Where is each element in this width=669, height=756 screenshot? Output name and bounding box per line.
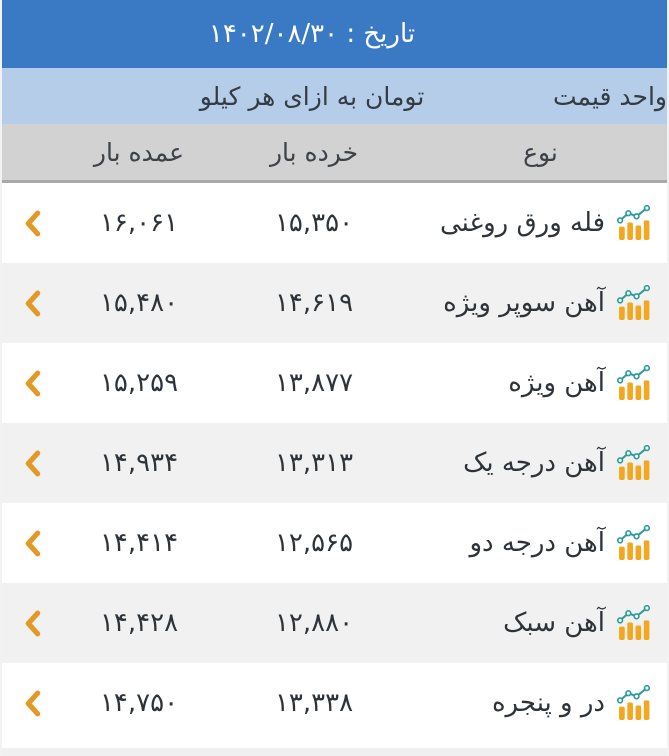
chevron-left-icon[interactable] xyxy=(2,689,64,718)
item-name: آهن سبک xyxy=(503,608,605,638)
unit-bar: واحد قیمت تومان به ازای هر کیلو xyxy=(2,68,667,124)
chevron-left-icon[interactable] xyxy=(2,529,64,558)
next-row-peek xyxy=(2,748,667,756)
item-name-cell: آهن ویژه xyxy=(414,364,667,402)
retail-price: ۱۳,۸۷۷ xyxy=(274,368,354,398)
column-header-wholesale: عمده بار xyxy=(93,137,185,167)
item-name: آهن درجه یک xyxy=(463,448,605,478)
chevron-left-icon[interactable] xyxy=(2,289,64,318)
wholesale-price: ۱۴,۴۱۴ xyxy=(99,528,179,558)
unit-value: تومان به ازای هر کیلو xyxy=(199,81,425,111)
chevron-left-icon[interactable] xyxy=(2,609,64,638)
retail-price: ۱۵,۳۵۰ xyxy=(274,208,354,238)
item-name: آهن درجه دو xyxy=(469,528,605,558)
price-table-body: فله ورق روغنی ۱۵,۳۵۰ ۱۶,۰۶۱ آهن سوپر ویژ… xyxy=(2,183,667,743)
item-name-cell: آهن سبک xyxy=(414,604,667,642)
table-row[interactable]: در و پنجره ۱۳,۳۳۸ ۱۴,۷۵۰ xyxy=(2,663,667,743)
item-name: آهن ویژه xyxy=(508,368,605,398)
column-header-retail: خرده بار xyxy=(269,137,359,167)
item-name-cell: آهن درجه یک xyxy=(414,444,667,482)
chevron-left-icon[interactable] xyxy=(2,209,64,238)
column-header-row: نوع خرده بار عمده بار xyxy=(2,124,667,183)
table-row[interactable]: آهن درجه یک ۱۳,۳۱۳ ۱۴,۹۳۴ xyxy=(2,423,667,503)
item-name: در و پنجره xyxy=(491,688,605,718)
retail-price: ۱۲,۵۶۵ xyxy=(274,528,354,558)
item-name-cell: در و پنجره xyxy=(414,684,667,722)
table-row[interactable]: آهن سبک ۱۲,۸۸۰ ۱۴,۴۲۸ xyxy=(2,583,667,663)
wholesale-price: ۱۴,۷۵۰ xyxy=(99,688,179,718)
wholesale-price: ۱۴,۹۳۴ xyxy=(99,448,179,478)
table-row[interactable]: آهن درجه دو ۱۲,۵۶۵ ۱۴,۴۱۴ xyxy=(2,503,667,583)
date-text: تاریخ : ۱۴۰۲/۰۸/۳۰ xyxy=(208,19,416,49)
wholesale-price: ۱۵,۴۸۰ xyxy=(99,288,179,318)
chevron-left-icon[interactable] xyxy=(2,369,64,398)
price-chart-icon xyxy=(616,204,651,240)
retail-price: ۱۲,۸۸۰ xyxy=(274,608,354,638)
wholesale-price: ۱۵,۲۵۹ xyxy=(99,368,179,398)
table-row[interactable]: آهن سوپر ویژه ۱۴,۶۱۹ ۱۵,۴۸۰ xyxy=(2,263,667,343)
item-name-cell: آهن سوپر ویژه xyxy=(414,284,667,322)
wholesale-price: ۱۴,۴۲۸ xyxy=(99,608,179,638)
retail-price: ۱۳,۳۳۸ xyxy=(274,688,354,718)
item-name-cell: فله ورق روغنی xyxy=(414,204,667,242)
price-chart-icon xyxy=(616,284,651,320)
unit-label: واحد قیمت xyxy=(552,81,667,111)
retail-price: ۱۳,۳۱۳ xyxy=(274,448,354,478)
item-name: آهن سوپر ویژه xyxy=(443,288,605,318)
price-chart-icon xyxy=(616,444,651,480)
item-name-cell: آهن درجه دو xyxy=(414,524,667,562)
table-row[interactable]: فله ورق روغنی ۱۵,۳۵۰ ۱۶,۰۶۱ xyxy=(2,183,667,263)
price-chart-icon xyxy=(616,364,651,400)
price-chart-icon xyxy=(616,524,651,560)
item-name: فله ورق روغنی xyxy=(439,208,605,238)
wholesale-price: ۱۶,۰۶۱ xyxy=(99,208,179,238)
bottom-gap xyxy=(2,743,667,748)
price-chart-icon xyxy=(616,604,651,640)
column-header-type: نوع xyxy=(523,137,558,167)
chevron-left-icon[interactable] xyxy=(2,449,64,478)
date-bar: تاریخ : ۱۴۰۲/۰۸/۳۰ xyxy=(2,0,667,68)
table-row[interactable]: آهن ویژه ۱۳,۸۷۷ ۱۵,۲۵۹ xyxy=(2,343,667,423)
retail-price: ۱۴,۶۱۹ xyxy=(274,288,354,318)
price-chart-icon xyxy=(616,684,651,720)
